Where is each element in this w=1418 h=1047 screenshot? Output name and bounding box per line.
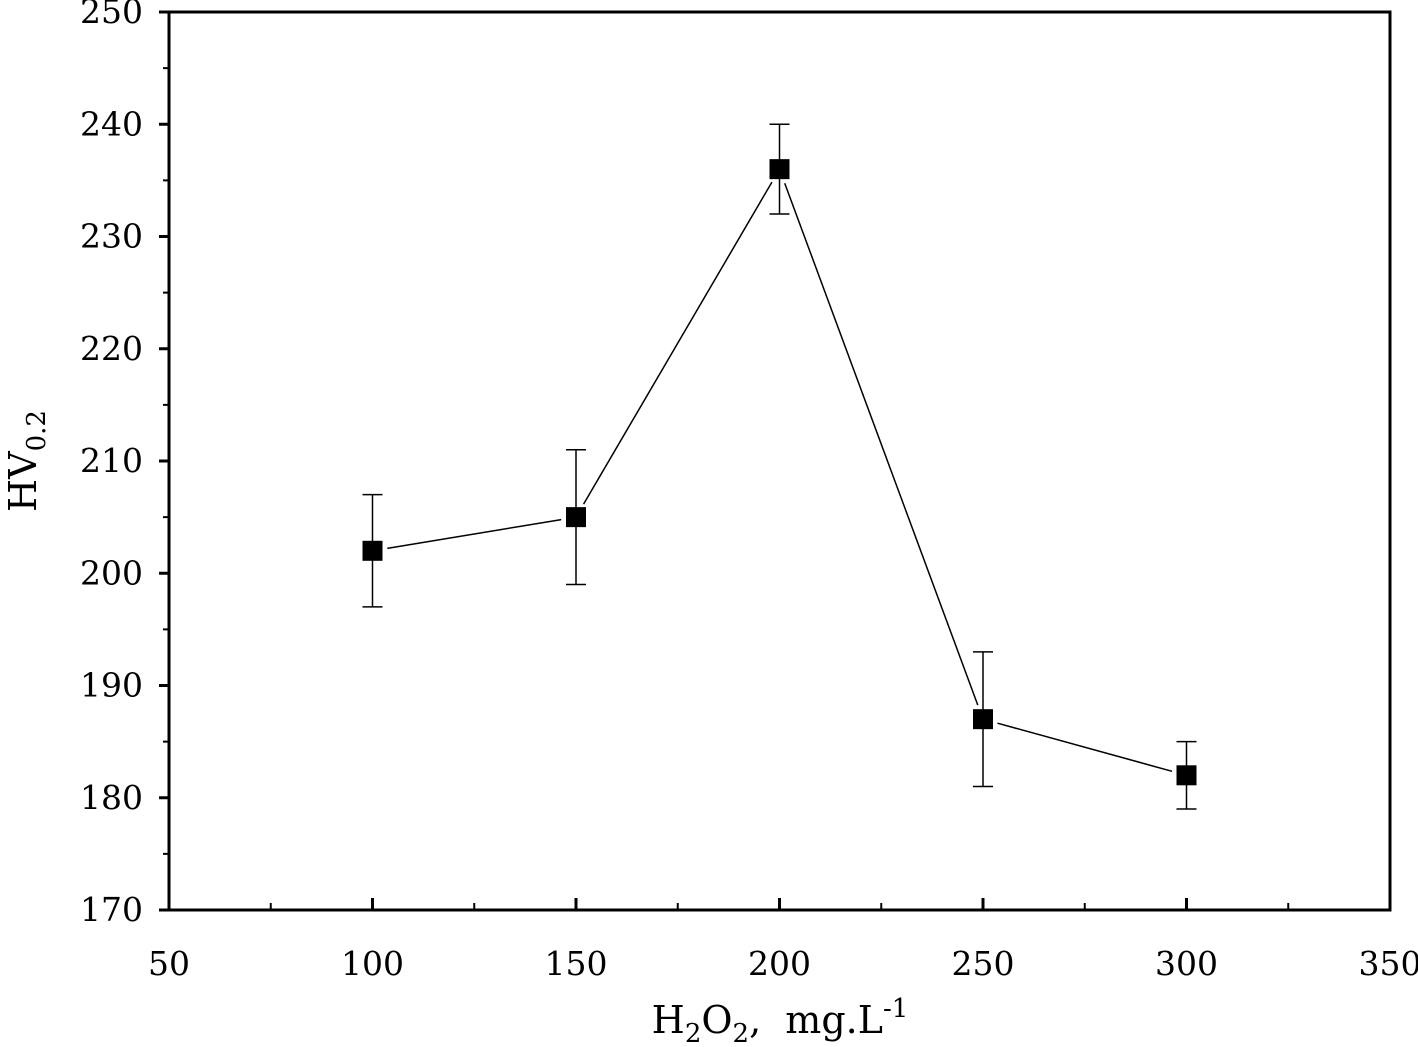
x-label-mid: O <box>701 998 732 1042</box>
x-axis-label: H2O2, mg.L-1 <box>652 994 909 1047</box>
y-tick-label: 200 <box>80 553 143 592</box>
series-segment <box>784 182 979 706</box>
y-axis-tick-labels: 170 180 190 200 210 220 230 240 250 <box>80 0 143 929</box>
y-label-sub: 0.2 <box>22 410 52 451</box>
x-tick-label: 350 <box>1359 944 1418 983</box>
x-axis-ticks <box>167 898 1392 910</box>
x-tick-label: 250 <box>952 944 1015 983</box>
y-axis-ticks <box>159 10 169 912</box>
y-tick-label: 250 <box>80 0 143 31</box>
data-markers <box>362 159 1197 786</box>
x-tick-label: 100 <box>341 944 404 983</box>
y-tick-label: 220 <box>80 329 143 368</box>
x-label-prefix: H <box>652 998 685 1042</box>
x-label-sup: -1 <box>883 994 908 1024</box>
data-point <box>973 709 993 730</box>
series-line <box>387 181 1173 773</box>
x-label-suffix: , mg.L <box>749 998 883 1042</box>
x-tick-label: 50 <box>148 944 190 983</box>
data-point <box>769 159 790 180</box>
x-tick-label: 150 <box>545 944 608 983</box>
data-point <box>362 540 383 561</box>
error-bars <box>362 123 1197 810</box>
y-label-main: HV <box>1 451 45 512</box>
y-axis-label: HV0.2 <box>1 410 52 512</box>
x-tick-label: 200 <box>748 944 811 983</box>
y-tick-label: 170 <box>80 890 143 929</box>
data-point <box>566 507 586 528</box>
series-segment <box>387 518 562 550</box>
data-point <box>1176 765 1197 786</box>
x-label-sub1: 2 <box>685 1019 702 1047</box>
x-tick-label: 300 <box>1155 944 1218 983</box>
y-tick-label: 180 <box>80 778 143 817</box>
x-label-sub2: 2 <box>733 1019 750 1047</box>
y-tick-label: 210 <box>80 441 143 480</box>
series-segment <box>997 722 1173 773</box>
x-axis-tick-labels: 50 100 150 200 250 300 350 <box>148 944 1418 983</box>
series-segment <box>582 181 773 505</box>
y-tick-label: 230 <box>80 217 143 256</box>
y-tick-label: 240 <box>80 104 143 143</box>
y-tick-label: 190 <box>80 666 143 705</box>
